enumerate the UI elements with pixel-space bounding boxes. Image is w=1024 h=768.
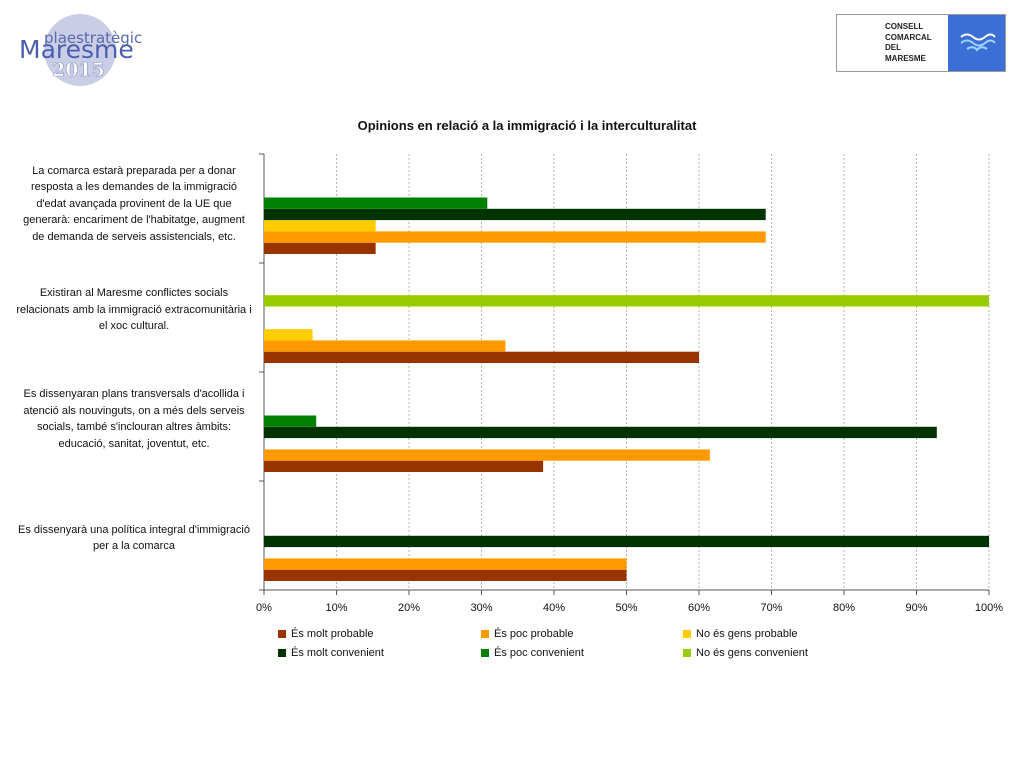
consell-comarcal-logo: CONSELL COMARCAL DEL MARESME xyxy=(836,14,1006,72)
logo-text-plaestrategic: plaestratègic xyxy=(44,29,142,47)
legend-swatch xyxy=(683,649,691,657)
bar xyxy=(264,231,766,243)
logo-circle xyxy=(44,14,116,86)
category-label: La comarca estarà preparada per a donar r… xyxy=(8,163,260,246)
legend-label: No és gens probable xyxy=(696,628,798,640)
chart-title: Opinions en relació a la immigració i la… xyxy=(357,118,697,133)
bar xyxy=(264,449,710,461)
bar xyxy=(264,351,699,363)
bar xyxy=(264,569,627,581)
bar xyxy=(264,197,488,209)
bar xyxy=(264,558,627,570)
legend-label: És poc convenient xyxy=(494,647,584,659)
legend-item: No és gens convenient xyxy=(683,647,808,659)
waves-emblem-icon xyxy=(948,15,1005,71)
legend-label: És poc probable xyxy=(494,628,574,640)
x-tick-label: 10% xyxy=(325,602,347,614)
plaestrategic-maresme-logo: plaestratègic Maresme 2015 xyxy=(14,10,154,90)
x-tick-label: 0% xyxy=(256,602,272,614)
category-label: Existiran al Maresme conflictes socials r… xyxy=(8,285,260,335)
category-label-line: educació, sanitat, joventut, etc. xyxy=(58,437,210,450)
bar xyxy=(264,242,376,254)
legend-label: No és gens convenient xyxy=(696,647,808,659)
legend-swatch xyxy=(278,649,286,657)
category-label-line: de demanda de serveis assistencials, etc… xyxy=(32,230,236,243)
legend-swatch xyxy=(683,630,691,638)
legend-swatch xyxy=(481,630,489,638)
bar xyxy=(264,426,937,439)
bar xyxy=(264,220,376,232)
x-tick-label: 80% xyxy=(833,602,855,614)
legend-item: És poc convenient xyxy=(481,647,584,659)
logo-line: CONSELL xyxy=(885,22,924,31)
bar xyxy=(264,535,989,548)
legend-swatch xyxy=(481,649,489,657)
category-label-line: resposta a les demandes de la immigració xyxy=(30,181,238,194)
bar xyxy=(264,415,317,427)
legend-label: És molt probable xyxy=(291,628,374,640)
category-label-line: d'edat avançada provinent de la UE que xyxy=(36,197,232,210)
consell-comarcal-text: CONSELL COMARCAL DEL MARESME xyxy=(837,15,948,71)
bar xyxy=(264,340,506,352)
bar xyxy=(264,460,544,472)
legend-item: És poc probable xyxy=(481,628,574,640)
x-tick-label: 20% xyxy=(398,602,420,614)
bar xyxy=(264,295,989,307)
category-label-line: socials, també s'inclouran altres àmbits… xyxy=(36,421,232,434)
legend-swatch xyxy=(278,630,286,638)
category-label-line: Es dissenyaran plans transversals d'acol… xyxy=(23,388,245,401)
category-label-line: per a la comarca xyxy=(93,540,175,553)
x-tick-label: 100% xyxy=(975,602,1003,614)
category-label-line: Existiran al Maresme conflictes socials xyxy=(39,287,229,300)
category-label: Es dissenyarà una política integral d'im… xyxy=(8,522,260,555)
legend-item: És molt convenient xyxy=(278,647,384,659)
logo-text-2015: 2015 xyxy=(52,59,105,81)
category-label-line: relacionats amb la immigració extracomun… xyxy=(16,303,252,316)
x-tick-label: 50% xyxy=(615,602,637,614)
x-tick-label: 40% xyxy=(543,602,565,614)
category-label-line: La comarca estarà preparada per a donar xyxy=(32,164,236,177)
logo-line: DEL xyxy=(885,43,901,52)
category-label-line: el xoc cultural. xyxy=(98,320,170,333)
category-label-line: Es dissenyarà una política integral d'im… xyxy=(18,523,250,536)
x-tick-label: 60% xyxy=(688,602,710,614)
logo-line: MARESME xyxy=(885,53,926,63)
x-tick-label: 90% xyxy=(905,602,927,614)
category-label: Es dissenyaran plans transversals d'acol… xyxy=(8,386,260,452)
bar xyxy=(264,329,313,341)
logo-line: COMARCAL xyxy=(885,32,932,42)
legend-item: No és gens probable xyxy=(683,628,798,640)
category-label-line: atenció als nouvinguts, on a més dels se… xyxy=(23,404,245,417)
bar xyxy=(264,208,766,221)
category-label-line: generarà: encariment de l'habitatge, aug… xyxy=(23,214,245,227)
legend-item: És molt probable xyxy=(278,628,374,640)
legend-label: És molt convenient xyxy=(291,647,384,659)
logo-text-maresme: Maresme xyxy=(19,35,134,64)
x-tick-label: 30% xyxy=(470,602,492,614)
x-tick-label: 70% xyxy=(760,602,782,614)
